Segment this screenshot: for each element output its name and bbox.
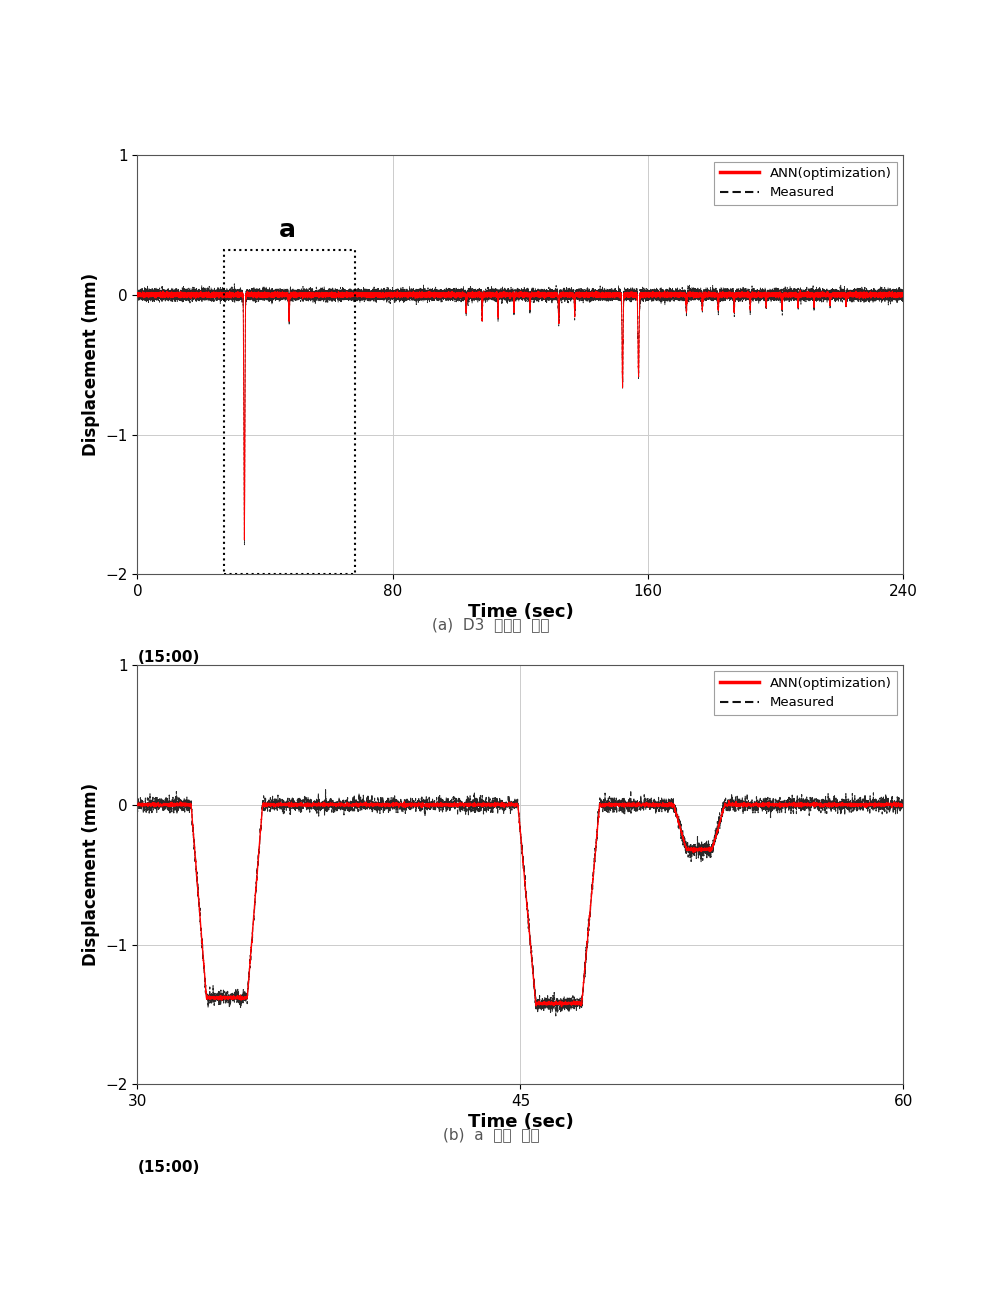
X-axis label: Time (sec): Time (sec) bbox=[467, 1113, 573, 1131]
Legend: ANN(optimization), Measured: ANN(optimization), Measured bbox=[714, 161, 897, 205]
X-axis label: Time (sec): Time (sec) bbox=[467, 603, 573, 621]
Legend: ANN(optimization), Measured: ANN(optimization), Measured bbox=[714, 671, 897, 715]
Bar bbox=[224, 250, 355, 574]
Text: (15:00): (15:00) bbox=[137, 649, 200, 665]
Text: (15:00): (15:00) bbox=[137, 1159, 200, 1175]
Y-axis label: Displacement (mm): Displacement (mm) bbox=[82, 274, 100, 456]
Y-axis label: Displacement (mm): Displacement (mm) bbox=[82, 784, 100, 966]
Text: (a)  D3  지점의  변위: (a) D3 지점의 변위 bbox=[432, 617, 550, 631]
Text: (b)  a  구역  확대: (b) a 구역 확대 bbox=[443, 1127, 539, 1141]
Text: a: a bbox=[279, 218, 296, 241]
